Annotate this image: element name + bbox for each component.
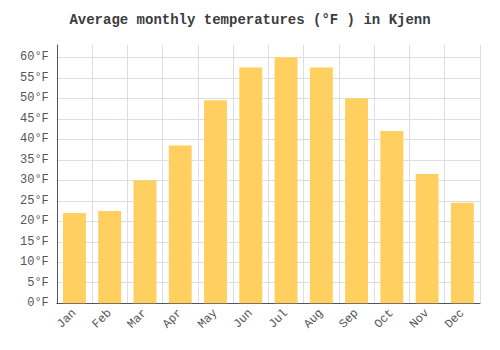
svg-text:60°F: 60°F [20,50,49,64]
svg-text:Jan: Jan [54,306,79,331]
svg-text:Mar: Mar [125,306,150,331]
svg-text:Feb: Feb [89,306,114,331]
svg-text:30°F: 30°F [20,173,49,187]
svg-text:Dec: Dec [442,306,467,331]
svg-text:Nov: Nov [407,306,432,331]
svg-text:Oct: Oct [372,306,397,331]
svg-text:0°F: 0°F [27,296,49,310]
svg-text:10°F: 10°F [20,255,49,269]
svg-text:55°F: 55°F [20,71,49,85]
svg-text:Aug: Aug [301,306,326,331]
svg-text:35°F: 35°F [20,153,49,167]
svg-text:5°F: 5°F [27,276,49,290]
svg-text:Sep: Sep [336,306,361,331]
svg-text:Jun: Jun [231,306,256,331]
svg-text:Jul: Jul [266,306,291,331]
svg-text:15°F: 15°F [20,235,49,249]
svg-text:May: May [195,306,220,331]
svg-text:Average monthly temperatures (: Average monthly temperatures (°F ) in Kj… [69,12,430,28]
svg-text:20°F: 20°F [20,214,49,228]
svg-text:50°F: 50°F [20,91,49,105]
svg-text:25°F: 25°F [20,194,49,208]
svg-text:Apr: Apr [160,306,185,331]
svg-text:45°F: 45°F [20,112,49,126]
svg-text:40°F: 40°F [20,132,49,146]
